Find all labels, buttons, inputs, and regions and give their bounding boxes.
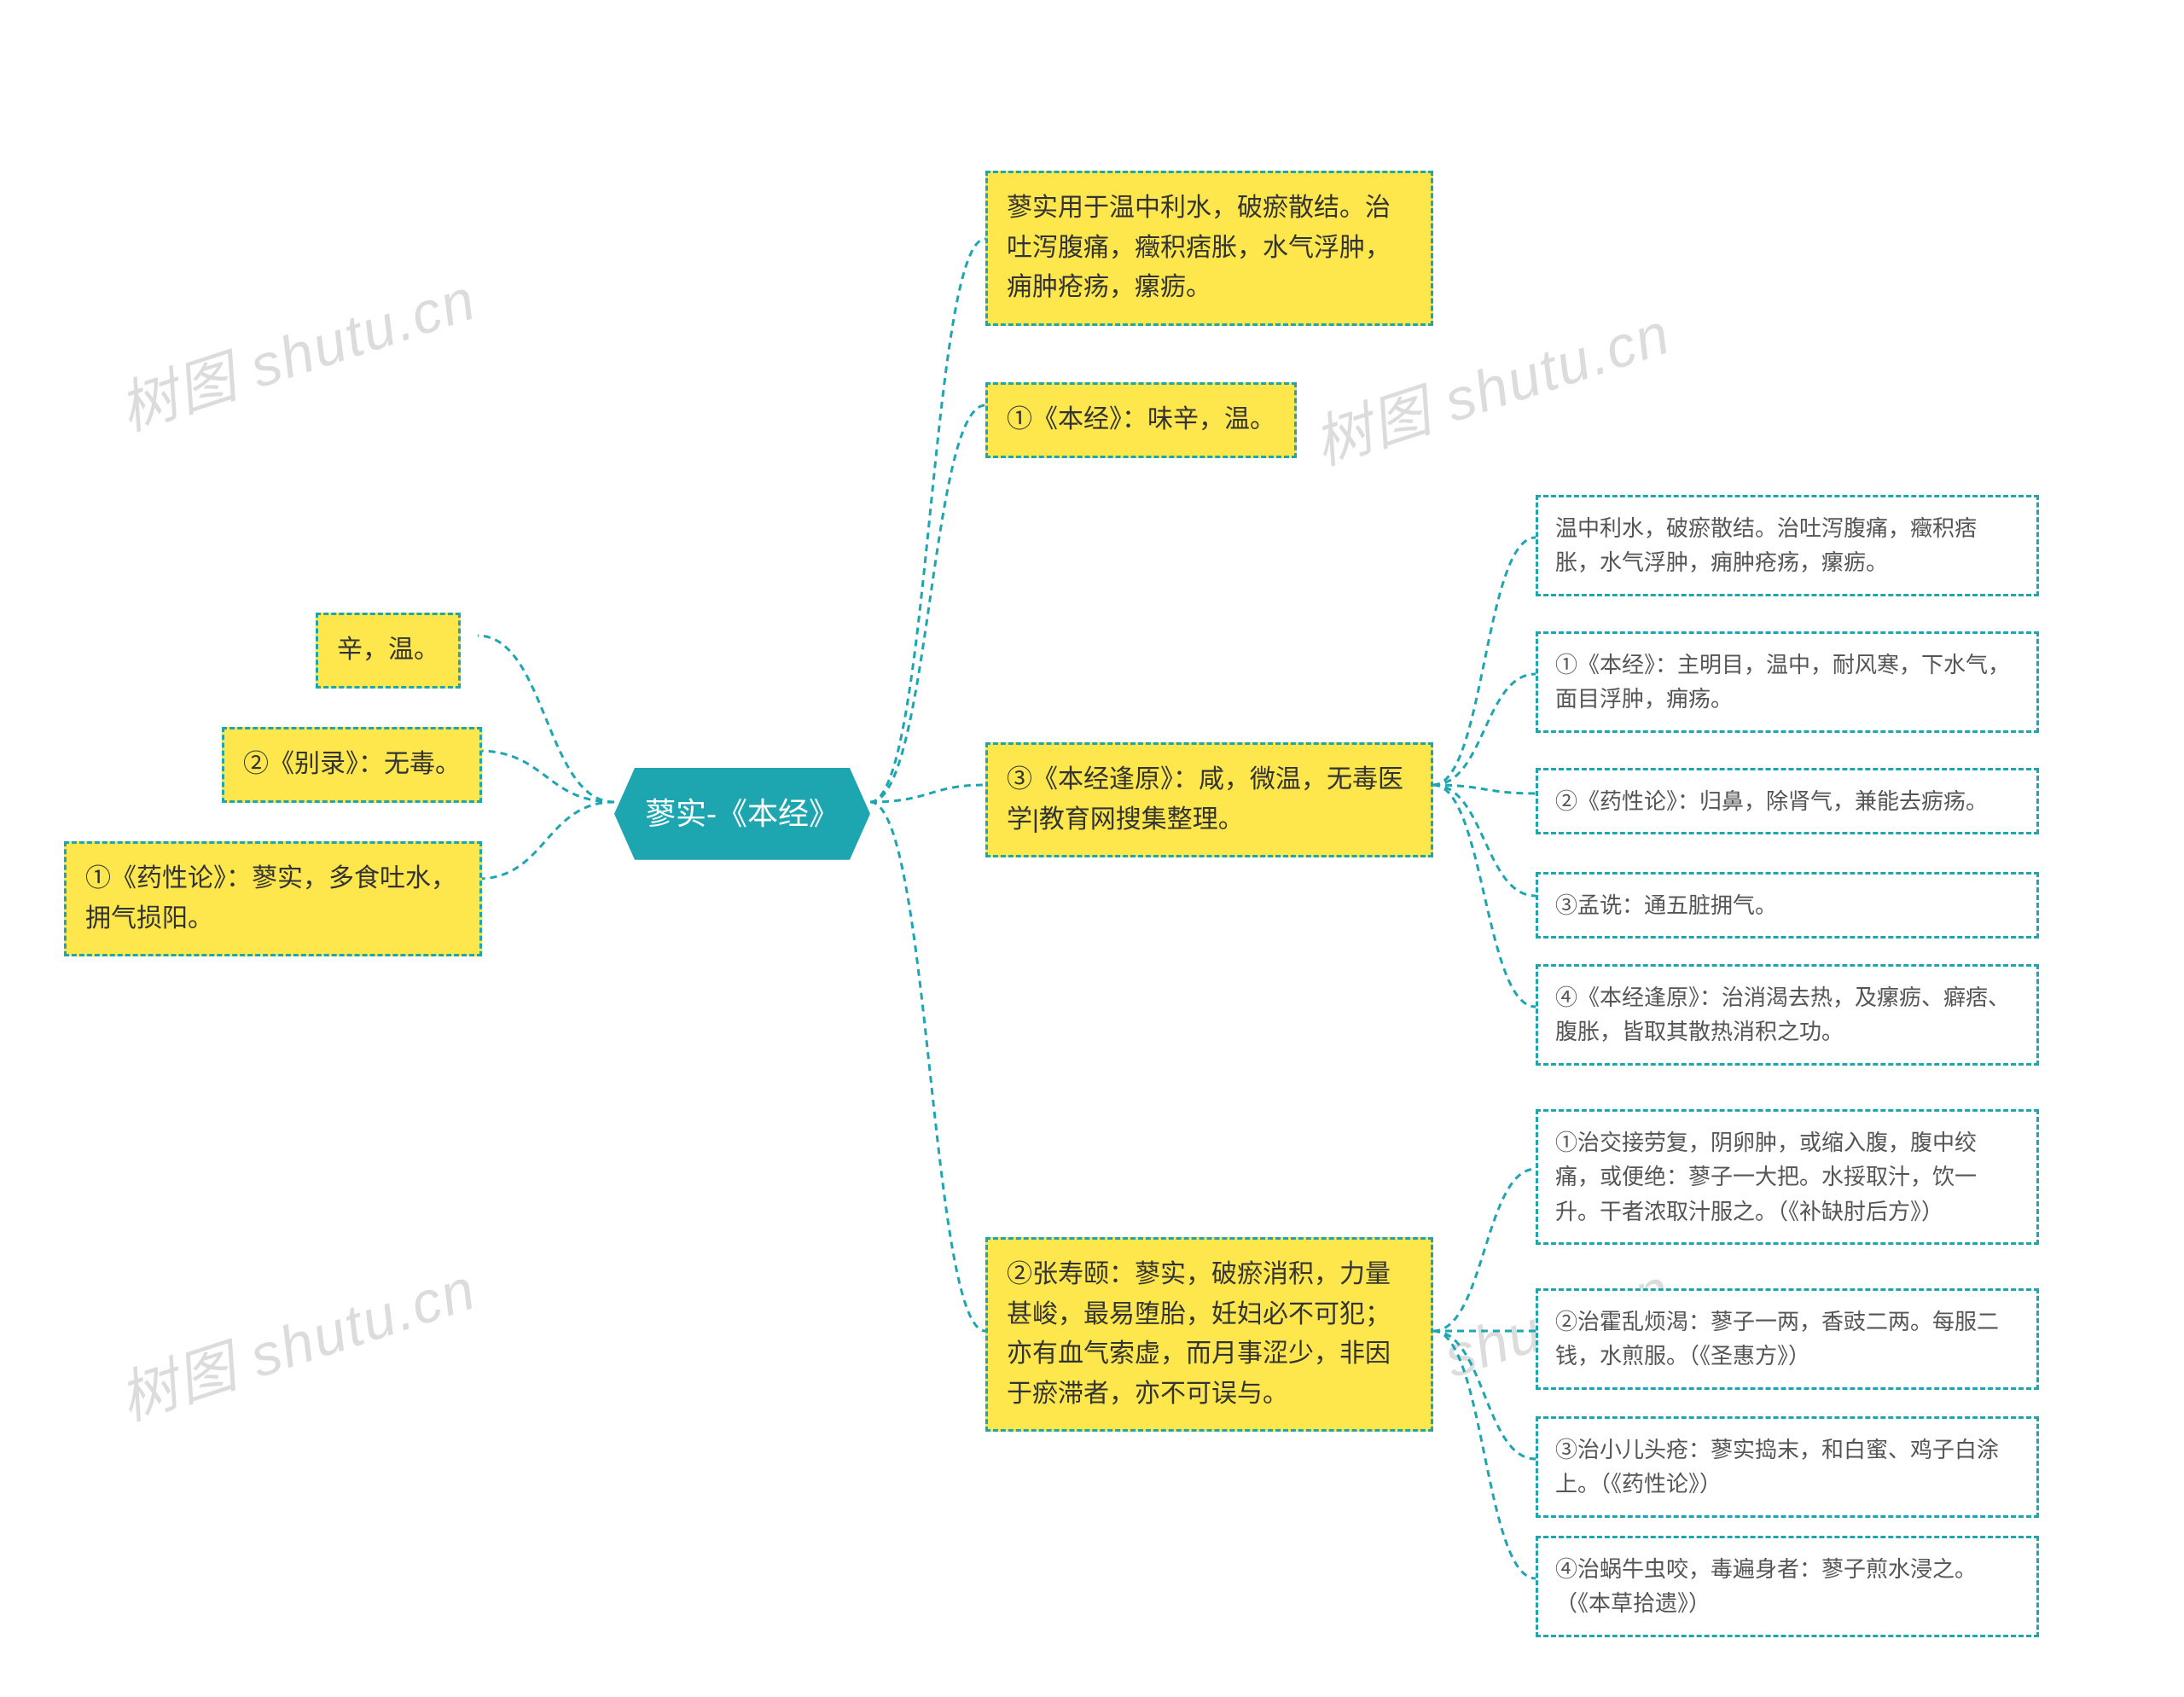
- watermark: 树图 shutu.cn: [107, 252, 485, 446]
- right-2-child-1[interactable]: ①《本经》：主明目，温中，耐风寒，下水气，面目浮肿，痈疡。: [1536, 631, 2039, 733]
- right-node-2[interactable]: ③《本经逢原》：咸，微温，无毒医学|教育网搜集整理。: [985, 742, 1433, 857]
- right-2-child-0[interactable]: 温中利水，破瘀散结。治吐泻腹痛，癥积痞胀，水气浮肿，痈肿疮疡，瘰疬。: [1536, 495, 2039, 596]
- left-node-0[interactable]: 辛，温。: [316, 613, 461, 689]
- watermark: 树图 shutu.cn: [107, 1241, 485, 1436]
- right-node-3[interactable]: ②张寿颐：蓼实，破瘀消积，力量甚峻，最易堕胎，妊妇必不可犯；亦有血气索虚，而月事…: [985, 1237, 1433, 1432]
- right-2-child-3[interactable]: ③孟诜：通五脏拥气。: [1536, 872, 2039, 939]
- right-3-child-2[interactable]: ③治小儿头疮：蓼实捣末，和白蜜、鸡子白涂上。（《药性论》）: [1536, 1416, 2039, 1518]
- left-node-1[interactable]: ②《别录》：无毒。: [222, 727, 482, 803]
- right-3-child-3[interactable]: ④治蜗牛虫咬，毒遍身者：蓼子煎水浸之。（《本草拾遗》）: [1536, 1536, 2039, 1637]
- right-node-1[interactable]: ①《本经》：味辛，温。: [985, 382, 1297, 458]
- right-3-child-0[interactable]: ①治交接劳复，阴卵肿，或缩入腹，腹中绞痛，或便绝：蓼子一大把。水挼取汁，饮一升。…: [1536, 1109, 2039, 1245]
- right-3-child-1[interactable]: ②治霍乱烦渴：蓼子一两，香豉二两。每服二钱，水煎服。（《圣惠方》）: [1536, 1288, 2039, 1390]
- right-2-child-2[interactable]: ②《药性论》：归鼻，除肾气，兼能去疬疡。: [1536, 768, 2039, 834]
- root-node[interactable]: 蓼实-《本经》: [614, 768, 870, 860]
- right-2-child-4[interactable]: ④《本经逢原》：治消渴去热，及瘰疬、癖痞、腹胀，皆取其散热消积之功。: [1536, 964, 2039, 1066]
- right-node-0[interactable]: 蓼实用于温中利水，破瘀散结。治吐泻腹痛，癥积痞胀，水气浮肿，痈肿疮疡，瘰疬。: [985, 171, 1433, 326]
- left-node-2[interactable]: ①《药性论》：蓼实，多食吐水，拥气损阳。: [64, 841, 482, 956]
